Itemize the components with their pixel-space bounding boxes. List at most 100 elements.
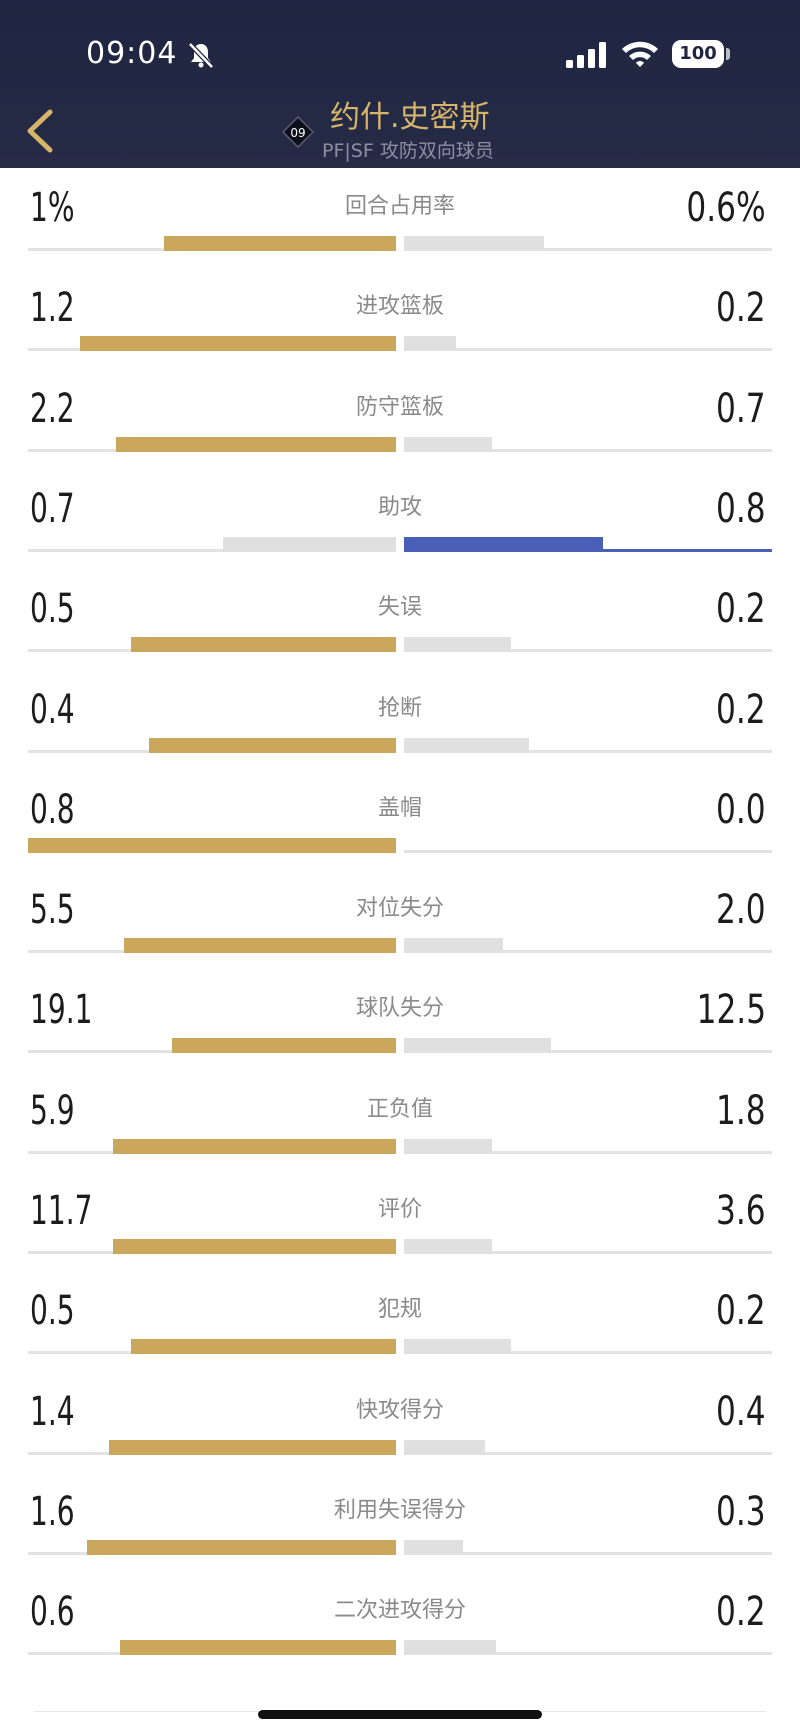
stat-track-right — [404, 448, 772, 452]
stat-track-right — [404, 749, 772, 753]
stat-bar-left — [113, 1138, 396, 1154]
stat-bar-right — [404, 1539, 463, 1555]
home-indicator[interactable] — [258, 1710, 542, 1719]
stat-track-right — [404, 348, 772, 352]
stat-row: 1.6 利用失误得分 0.3 — [0, 1474, 800, 1574]
stat-bar-right — [404, 436, 492, 452]
stat-label: 抢断 — [377, 695, 422, 721]
stat-label: 正负值 — [366, 1096, 433, 1122]
stat-value-left: 5.9 — [30, 1087, 75, 1134]
stat-value-right: 0.6% — [686, 185, 766, 231]
stat-bar-right — [404, 637, 511, 653]
stat-bar-right — [404, 1239, 492, 1254]
stat-label: 犯规 — [377, 1297, 422, 1323]
stat-row: 5.5 对位失分 2.0 — [0, 872, 800, 972]
stat-row: 1.2 进攻篮板 0.2 — [0, 270, 800, 370]
stat-label: 失误 — [377, 595, 422, 621]
stat-value-right: 0.2 — [716, 1589, 766, 1636]
stat-value-left: 0.6 — [30, 1589, 75, 1636]
stat-track-right — [404, 1551, 772, 1555]
stat-value-left: 0.8 — [30, 786, 75, 833]
stat-label: 评价 — [377, 1197, 422, 1222]
stat-label: 快攻得分 — [355, 1397, 444, 1423]
wifi-icon — [622, 41, 658, 67]
stat-bar-left — [87, 1539, 396, 1555]
stat-value-left: 2.2 — [30, 385, 75, 432]
stat-value-left: 0.5 — [30, 586, 75, 633]
player-position: PF|SF 攻防双向球员 — [322, 140, 494, 162]
stat-bar-left — [149, 737, 396, 753]
stat-track-right — [404, 1652, 772, 1656]
stat-value-left: 1% — [30, 185, 75, 231]
stat-row: 2.2 防守篮板 0.7 — [0, 371, 800, 471]
stat-bar-right — [404, 536, 603, 552]
bell-slash-icon — [188, 42, 214, 69]
stat-value-right: 0.2 — [716, 1288, 766, 1335]
stat-label: 助攻 — [377, 494, 422, 520]
stat-value-left: 1.6 — [30, 1488, 75, 1535]
stat-bar-left — [131, 1339, 396, 1355]
stat-value-left: 5.5 — [30, 887, 75, 934]
stat-track-left — [28, 548, 396, 552]
stat-bar-left — [80, 336, 396, 352]
stat-bar-left — [164, 236, 396, 251]
stat-label: 防守篮板 — [355, 394, 444, 420]
stat-label: 利用失误得分 — [333, 1497, 466, 1523]
stat-value-left: 11.7 — [30, 1188, 93, 1234]
stat-bar-right — [404, 336, 456, 352]
stat-value-right: 0.2 — [716, 686, 766, 733]
stat-label: 对位失分 — [355, 896, 444, 922]
stat-track-right — [404, 1351, 772, 1355]
chevron-left-icon[interactable] — [18, 104, 62, 158]
stat-value-right: 0.2 — [716, 586, 766, 633]
stat-value-left: 0.5 — [30, 1288, 75, 1335]
stat-bar-right — [404, 1339, 511, 1355]
stat-row: 1% 回合占用率 0.6% — [0, 170, 800, 270]
stat-row: 0.6 二次进攻得分 0.2 — [0, 1574, 800, 1674]
stat-value-right: 12.5 — [696, 987, 766, 1034]
stat-value-right: 0.8 — [716, 485, 766, 532]
stat-bar-left — [116, 436, 396, 452]
stat-bar-right — [404, 1640, 496, 1656]
stat-row: 0.7 助攻 0.8 — [0, 471, 800, 571]
stat-label: 回合占用率 — [344, 194, 455, 219]
stat-label: 进攻篮板 — [355, 294, 444, 320]
stat-bar-right — [404, 1138, 492, 1154]
stat-track-right — [404, 1251, 772, 1254]
stat-bar-right — [404, 1439, 485, 1455]
stat-value-right: 0.0 — [716, 786, 766, 833]
stat-label: 盖帽 — [377, 795, 422, 821]
stat-bar-left — [109, 1439, 396, 1455]
stat-value-right: 0.7 — [716, 385, 766, 432]
signal-icon — [566, 42, 606, 68]
stat-row: 0.4 抢断 0.2 — [0, 672, 800, 772]
stat-row: 0.5 犯规 0.2 — [0, 1273, 800, 1373]
stat-track-right — [404, 1050, 772, 1054]
stat-value-right: 0.4 — [716, 1388, 766, 1435]
stat-value-right: 2.0 — [716, 887, 766, 934]
stat-row: 0.8 盖帽 0.0 — [0, 772, 800, 872]
stat-bar-left — [28, 837, 396, 853]
status-time: 09:04 — [86, 36, 178, 71]
stat-row: 19.1 球队失分 12.5 — [0, 972, 800, 1072]
stat-bar-right — [404, 938, 503, 954]
stat-value-right: 3.6 — [716, 1188, 766, 1234]
stat-value-left: 0.7 — [30, 485, 75, 532]
stat-track-right — [404, 1150, 772, 1154]
stat-bar-left — [113, 1239, 396, 1254]
stat-value-left: 19.1 — [30, 987, 93, 1034]
stat-row: 5.9 正负值 1.8 — [0, 1073, 800, 1173]
stat-row: 1.4 快攻得分 0.4 — [0, 1374, 800, 1474]
stat-label: 球队失分 — [355, 996, 444, 1022]
stat-track-right — [404, 1451, 772, 1455]
player-name: 约什.史密斯 — [330, 100, 490, 135]
stat-value-left: 1.4 — [30, 1388, 75, 1435]
stat-track-right — [404, 849, 772, 853]
stat-track-right — [404, 248, 772, 251]
stat-bar-right — [404, 737, 529, 753]
stat-bar-left — [172, 1038, 396, 1054]
stat-value-right: 0.2 — [716, 285, 766, 332]
stat-value-left: 0.4 — [30, 686, 75, 733]
stat-value-left: 1.2 — [30, 285, 75, 332]
stat-track-right — [404, 649, 772, 653]
